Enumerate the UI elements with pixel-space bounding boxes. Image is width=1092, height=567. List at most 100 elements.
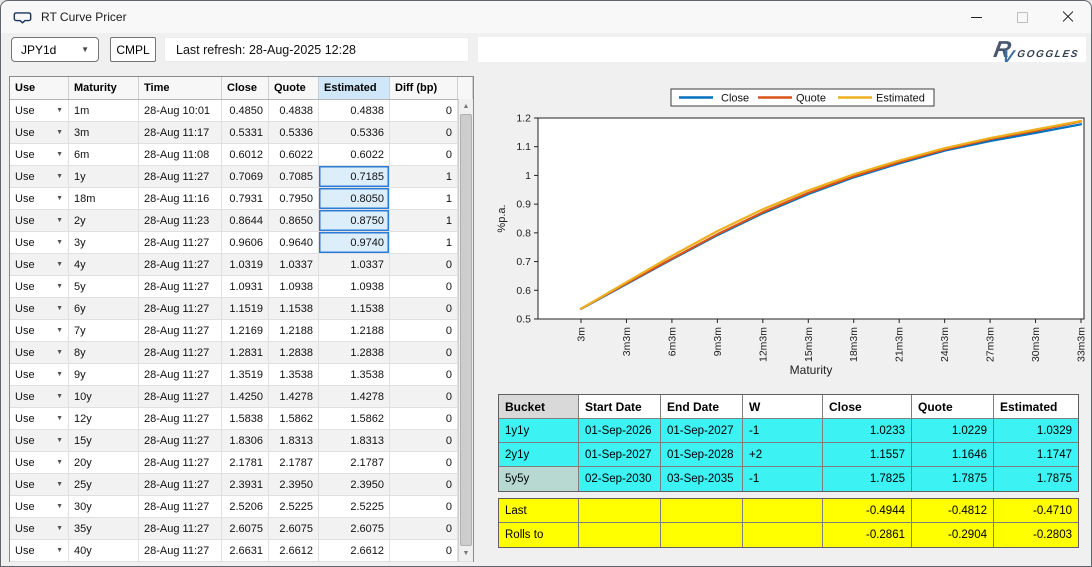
cell-quote[interactable]: 1.2188 (269, 320, 319, 341)
use-dropdown[interactable]: Use ▼ (10, 254, 69, 275)
cell-maturity[interactable]: 6y (69, 298, 139, 319)
cell-diff[interactable]: 0 (390, 430, 458, 451)
cell-estimated[interactable]: 1.4278 (319, 386, 390, 407)
scroll-up-icon[interactable]: ▲ (462, 103, 470, 110)
use-dropdown[interactable]: Use ▼ (10, 144, 69, 165)
cell-quote[interactable]: 1.0938 (269, 276, 319, 297)
cell-time[interactable]: 28-Aug 11:27 (139, 452, 222, 473)
cell-maturity[interactable]: 9y (69, 364, 139, 385)
cell-estimated[interactable]: 1.2188 (319, 320, 390, 341)
cell-estimated[interactable]: 0.8050 (319, 188, 390, 209)
cell-estimated[interactable]: 0.9740 (319, 232, 390, 253)
cell-quote[interactable]: 0.5336 (269, 122, 319, 143)
cell-time[interactable]: 28-Aug 11:27 (139, 386, 222, 407)
bucket-start-date[interactable]: 02-Sep-2030 (579, 467, 661, 491)
cell-close[interactable]: 0.7931 (222, 188, 269, 209)
bucket-close[interactable]: 1.0233 (823, 419, 912, 443)
cell-diff[interactable]: 0 (390, 122, 458, 143)
cell-time[interactable]: 28-Aug 11:27 (139, 540, 222, 561)
use-dropdown[interactable]: Use ▼ (10, 474, 69, 495)
cell-estimated[interactable]: 1.0938 (319, 276, 390, 297)
bucket-estimated[interactable]: 1.7875 (994, 467, 1078, 491)
cell-estimated[interactable]: 1.1538 (319, 298, 390, 319)
bucket-estimated[interactable]: 1.0329 (994, 419, 1078, 443)
bucket-end-date[interactable]: 01-Sep-2027 (661, 419, 743, 443)
use-dropdown[interactable]: Use ▼ (10, 496, 69, 517)
cell-estimated[interactable]: 1.8313 (319, 430, 390, 451)
bucket-name[interactable]: 2y1y (499, 443, 579, 467)
cell-quote[interactable]: 2.3950 (269, 474, 319, 495)
cell-diff[interactable]: 0 (390, 254, 458, 275)
cell-time[interactable]: 28-Aug 11:23 (139, 210, 222, 231)
cell-estimated[interactable]: 2.3950 (319, 474, 390, 495)
cell-time[interactable]: 28-Aug 11:17 (139, 122, 222, 143)
cell-estimated[interactable]: 1.3538 (319, 364, 390, 385)
cell-quote[interactable]: 1.1538 (269, 298, 319, 319)
use-dropdown[interactable]: Use ▼ (10, 452, 69, 473)
cell-maturity[interactable]: 15y (69, 430, 139, 451)
use-dropdown[interactable]: Use ▼ (10, 518, 69, 539)
cell-maturity[interactable]: 6m (69, 144, 139, 165)
use-dropdown[interactable]: Use ▼ (10, 364, 69, 385)
cell-time[interactable]: 28-Aug 11:27 (139, 430, 222, 451)
bucket-estimated[interactable]: 1.1747 (994, 443, 1078, 467)
cell-maturity[interactable]: 35y (69, 518, 139, 539)
cell-close[interactable]: 2.1781 (222, 452, 269, 473)
cell-quote[interactable]: 2.6612 (269, 540, 319, 561)
minimize-button[interactable] (953, 1, 999, 33)
cell-close[interactable]: 0.7069 (222, 166, 269, 187)
cell-quote[interactable]: 1.4278 (269, 386, 319, 407)
use-dropdown[interactable]: Use ▼ (10, 122, 69, 143)
rates-scrollbar[interactable]: ▲ ▼ (458, 99, 473, 561)
cell-estimated[interactable]: 2.6612 (319, 540, 390, 561)
cell-estimated[interactable]: 0.7185 (319, 166, 390, 187)
cell-maturity[interactable]: 1m (69, 100, 139, 121)
cell-time[interactable]: 28-Aug 11:27 (139, 518, 222, 539)
bucket-quote[interactable]: 1.7875 (912, 467, 994, 491)
bucket-close[interactable]: 1.7825 (823, 467, 912, 491)
bucket-weight[interactable]: -1 (743, 467, 823, 491)
cell-close[interactable]: 0.6012 (222, 144, 269, 165)
cell-close[interactable]: 2.5206 (222, 496, 269, 517)
use-dropdown[interactable]: Use ▼ (10, 540, 69, 561)
bucket-name[interactable]: 5y5y (499, 467, 579, 491)
cell-diff[interactable]: 0 (390, 496, 458, 517)
cell-close[interactable]: 0.8644 (222, 210, 269, 231)
cell-maturity[interactable]: 3m (69, 122, 139, 143)
cell-estimated[interactable]: 1.5862 (319, 408, 390, 429)
cell-diff[interactable]: 0 (390, 518, 458, 539)
cell-maturity[interactable]: 40y (69, 540, 139, 561)
cell-time[interactable]: 28-Aug 11:27 (139, 276, 222, 297)
cell-time[interactable]: 28-Aug 11:27 (139, 496, 222, 517)
cmpl-button[interactable]: CMPL (110, 37, 156, 62)
cell-time[interactable]: 28-Aug 11:16 (139, 188, 222, 209)
cell-quote[interactable]: 0.4838 (269, 100, 319, 121)
use-dropdown[interactable]: Use ▼ (10, 166, 69, 187)
cell-close[interactable]: 2.3931 (222, 474, 269, 495)
bucket-quote[interactable]: 1.0229 (912, 419, 994, 443)
use-dropdown[interactable]: Use ▼ (10, 298, 69, 319)
cell-estimated[interactable]: 0.4838 (319, 100, 390, 121)
bucket-start-date[interactable]: 01-Sep-2026 (579, 419, 661, 443)
cell-estimated[interactable]: 2.6075 (319, 518, 390, 539)
cell-close[interactable]: 1.2169 (222, 320, 269, 341)
cell-maturity[interactable]: 30y (69, 496, 139, 517)
cell-maturity[interactable]: 1y (69, 166, 139, 187)
cell-diff[interactable]: 1 (390, 188, 458, 209)
cell-diff[interactable]: 0 (390, 364, 458, 385)
use-dropdown[interactable]: Use ▼ (10, 408, 69, 429)
use-dropdown[interactable]: Use ▼ (10, 320, 69, 341)
cell-maturity[interactable]: 7y (69, 320, 139, 341)
cell-quote[interactable]: 0.8650 (269, 210, 319, 231)
cell-close[interactable]: 0.4850 (222, 100, 269, 121)
bucket-quote[interactable]: 1.1646 (912, 443, 994, 467)
cell-diff[interactable]: 0 (390, 100, 458, 121)
cell-time[interactable]: 28-Aug 11:27 (139, 232, 222, 253)
bucket-weight[interactable]: +2 (743, 443, 823, 467)
cell-diff[interactable]: 1 (390, 232, 458, 253)
cell-quote[interactable]: 1.8313 (269, 430, 319, 451)
cell-diff[interactable]: 0 (390, 276, 458, 297)
cell-diff[interactable]: 0 (390, 298, 458, 319)
cell-maturity[interactable]: 2y (69, 210, 139, 231)
cell-estimated[interactable]: 2.5225 (319, 496, 390, 517)
